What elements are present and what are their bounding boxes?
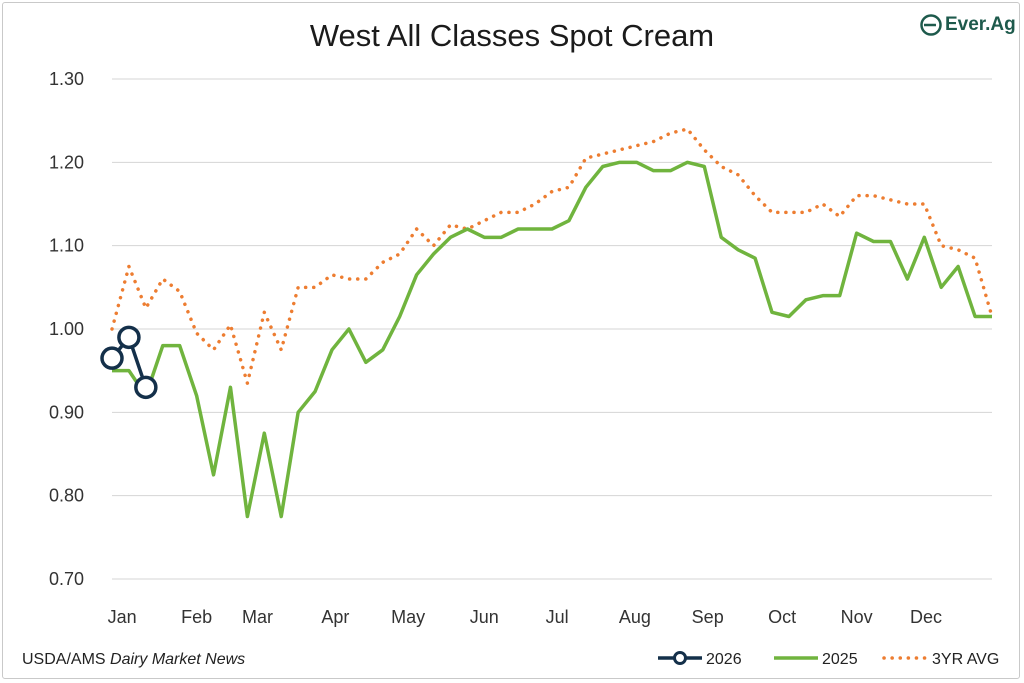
x-tick-label: Dec — [910, 607, 942, 627]
x-tick-label: Jun — [470, 607, 499, 627]
y-axis-tick-labels: 1.30 1.20 1.10 1.00 0.90 0.80 0.70 — [49, 69, 84, 589]
x-tick-label: Oct — [768, 607, 796, 627]
series-line-3yr-avg — [110, 127, 994, 385]
y-tick-label: 1.10 — [49, 236, 84, 256]
series-group — [100, 127, 994, 519]
data-point-2026 — [117, 325, 141, 350]
x-tick-label: Jan — [108, 607, 137, 627]
legend-label: 2026 — [706, 651, 742, 668]
legend: 2026 2025 3YR AVG — [658, 651, 999, 668]
x-tick-label: Jul — [546, 607, 569, 627]
x-axis-tick-labels: Jan Feb Mar Apr May Jun Jul Aug Sep Oct Nov Dec — [108, 607, 942, 627]
chart-title: West All Classes Spot Cream — [309, 18, 715, 53]
data-point-2026 — [100, 346, 124, 370]
ever-ag-leaf-icon — [920, 14, 942, 36]
data-point-2026 — [134, 375, 158, 400]
y-tick-label: 1.20 — [49, 152, 84, 172]
legend-label: 3YR AVG — [932, 651, 999, 668]
x-tick-label: Feb — [181, 607, 212, 627]
x-tick-label: Nov — [841, 607, 873, 627]
y-tick-label: 0.80 — [49, 486, 84, 506]
x-tick-label: Aug — [619, 607, 651, 627]
x-tick-label: Mar — [242, 607, 273, 627]
grid-lines — [112, 78, 992, 580]
source-prefix: USDA/AMS — [22, 651, 106, 668]
brand-name: Ever.Ag — [945, 14, 1016, 35]
y-tick-label: 1.00 — [49, 319, 84, 339]
legend-marker — [673, 651, 687, 665]
x-tick-label: May — [391, 607, 425, 627]
y-tick-label: 0.70 — [49, 569, 84, 589]
source-note: USDA/AMS Dairy Market News — [22, 651, 245, 669]
y-tick-label: 1.30 — [49, 69, 84, 89]
source-publication: Dairy Market News — [110, 651, 246, 668]
brand-logo: Ever.Ag — [920, 14, 1016, 36]
y-tick-label: 0.90 — [49, 402, 84, 422]
x-tick-label: Apr — [321, 607, 349, 627]
series-line-2025 — [112, 160, 992, 519]
x-tick-label: Sep — [692, 607, 724, 627]
legend-label: 2025 — [822, 651, 858, 668]
